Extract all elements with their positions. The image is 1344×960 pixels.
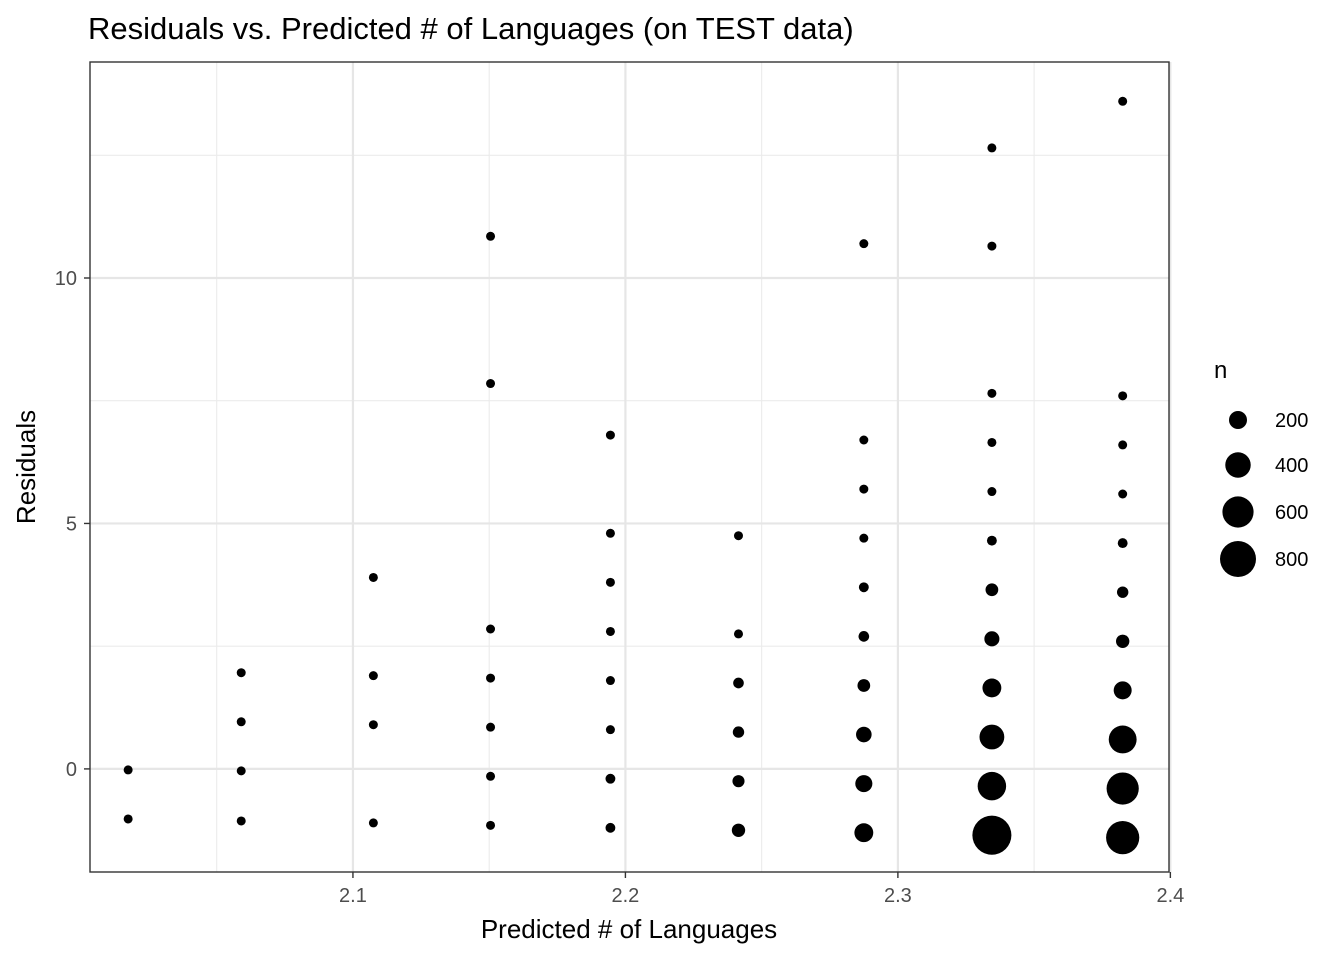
data-point: [1118, 391, 1128, 401]
data-point: [987, 241, 997, 251]
data-point: [1117, 538, 1128, 549]
legend-key-circle: [1220, 541, 1256, 577]
data-point: [984, 631, 1000, 647]
legend-label: 600: [1275, 502, 1308, 524]
data-point: [987, 143, 997, 153]
legend-label: 400: [1275, 455, 1308, 477]
x-axis: 2.1 2.2 2.3 2.4: [339, 872, 1184, 907]
x-tick-label: 2.2: [612, 885, 640, 907]
data-point: [123, 765, 133, 775]
data-point: [979, 724, 1005, 750]
data-point: [1116, 634, 1130, 648]
x-tick-label: 2.3: [884, 885, 912, 907]
data-point: [857, 679, 871, 692]
data-point: [486, 820, 496, 830]
data-point: [236, 816, 246, 826]
y-tick-label: 10: [55, 268, 77, 290]
y-axis-title: Residuals: [11, 410, 41, 524]
data-point: [605, 773, 616, 784]
data-point: [1116, 586, 1129, 598]
x-tick-label: 2.4: [1156, 885, 1184, 907]
data-point: [486, 624, 496, 634]
data-point: [858, 631, 870, 642]
data-point: [236, 766, 246, 776]
data-point: [987, 487, 997, 497]
x-axis-title: Predicted # of Languages: [481, 914, 777, 944]
legend-key-circle: [1229, 411, 1247, 429]
data-point: [856, 726, 872, 743]
data-point: [605, 430, 615, 440]
data-point: [123, 814, 133, 824]
legend-key-circle: [1225, 452, 1251, 478]
data-point: [1118, 440, 1128, 450]
data-point: [605, 725, 615, 735]
data-point: [982, 678, 1002, 698]
y-tick-label: 5: [66, 513, 77, 535]
major-gridlines: [90, 62, 1172, 872]
data-point: [605, 577, 615, 587]
data-point: [987, 437, 997, 447]
data-point: [486, 379, 496, 389]
data-point: [486, 231, 496, 241]
data-point: [986, 535, 997, 546]
y-axis: 0 5 10: [55, 268, 90, 781]
data-point: [486, 722, 496, 732]
legend-key-circle: [1222, 496, 1254, 528]
x-tick-label: 2.1: [339, 885, 367, 907]
legend-label: 200: [1275, 410, 1308, 432]
data-point: [859, 435, 869, 445]
data-point: [733, 629, 743, 639]
size-legend: n 200 400 600 800: [1214, 357, 1308, 577]
plot-background: [90, 62, 1169, 872]
data-point: [1108, 725, 1137, 754]
data-point: [854, 823, 874, 843]
data-point: [1118, 96, 1128, 106]
data-point: [1106, 772, 1139, 805]
minor-gridlines: [90, 62, 1169, 872]
data-point: [605, 822, 616, 833]
data-point: [486, 771, 496, 781]
data-point: [733, 677, 744, 689]
data-point: [732, 726, 745, 738]
data-point: [859, 533, 869, 543]
data-points: [123, 96, 1140, 855]
data-point: [732, 775, 745, 788]
data-point: [1118, 489, 1128, 499]
legend-items: 200 400 600 800: [1220, 410, 1308, 577]
data-point: [368, 671, 378, 681]
legend-label: 800: [1275, 549, 1308, 571]
data-point: [605, 626, 615, 636]
plot-panel: [89, 61, 1172, 873]
data-point: [855, 775, 873, 793]
data-point: [605, 676, 615, 686]
data-point: [985, 583, 999, 597]
data-point: [972, 815, 1012, 855]
data-point: [859, 484, 869, 494]
data-point: [368, 720, 378, 730]
data-point: [987, 388, 997, 398]
data-point: [858, 582, 869, 593]
data-point: [1106, 821, 1140, 855]
data-point: [368, 572, 378, 582]
legend-title: n: [1214, 357, 1227, 384]
data-point: [859, 239, 869, 249]
chart-title: Residuals vs. Predicted # of Languages (…: [88, 11, 854, 46]
data-point: [1113, 681, 1132, 700]
data-point: [368, 818, 378, 828]
data-point: [236, 668, 246, 678]
data-point: [605, 528, 615, 538]
y-tick-label: 0: [66, 759, 77, 781]
data-point: [977, 771, 1007, 801]
data-point: [486, 673, 496, 683]
data-point: [731, 823, 746, 837]
data-point: [733, 531, 743, 541]
plot-border: [89, 61, 1170, 873]
data-point: [236, 717, 246, 727]
